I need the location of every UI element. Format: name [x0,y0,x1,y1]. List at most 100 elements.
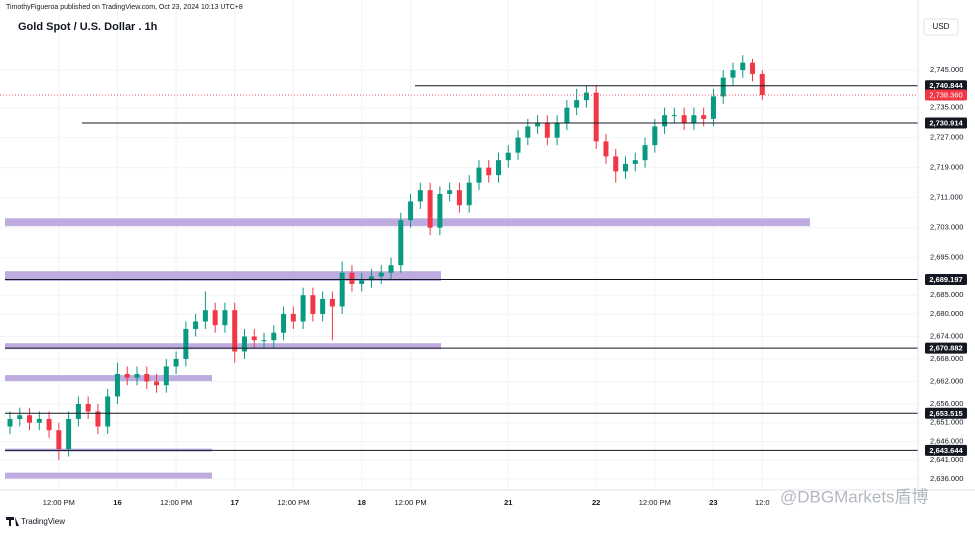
candle-body [95,411,101,427]
candle-body [525,126,531,138]
y-tick-label: 2,727.000 [930,133,963,142]
candle-body [466,182,472,206]
candle-body [163,366,169,386]
y-tick-label: 2,636.000 [930,474,963,483]
candle-body [662,115,668,127]
currency-box [923,18,959,36]
currency: USD [933,22,950,31]
y-tick-label: 2,662.000 [930,376,963,385]
candle-body [85,403,91,412]
watermark: @DBGMarkets盾博 [780,487,929,506]
candle-body [398,220,404,266]
candle-body [642,145,648,161]
candle-body [456,190,462,206]
candle-body [701,115,707,119]
y-tick-label: 2,668.000 [930,354,963,363]
tradingview-logo [6,517,19,526]
zone [5,343,441,350]
candle-body [232,310,238,352]
last-price-label: 2,738.360 [929,91,962,100]
y-tick-label: 2,735.000 [930,103,963,112]
candle-body [212,310,218,326]
candle-body [476,167,482,183]
candle-body [554,122,560,138]
level-label: 2,653.515 [929,409,962,418]
candle-body [251,336,257,341]
x-tick-label: 12:00 PM [639,498,671,507]
candle-body [290,313,296,322]
level-label: 2,670.882 [929,344,962,353]
candle-body [681,115,687,123]
candle-body [202,310,208,322]
y-tick-label: 2,646.000 [930,436,963,445]
x-tick-label: 12:00 PM [160,498,192,507]
candle-body [154,381,160,386]
candle-body [593,92,599,142]
level-label-box [925,117,967,129]
x-tick-label: 16 [113,498,121,507]
x-tick-label: 12:00 PM [395,498,427,507]
candle-body [114,373,120,397]
y-tick-label: 2,711.000 [930,193,963,202]
x-tick-label: 18 [358,498,366,507]
candle-body [329,298,335,307]
level-label-box [925,444,967,456]
zone [5,472,212,479]
candle-body [417,190,423,202]
candle-body [75,403,81,419]
y-tick-label: 2,695.000 [930,253,963,262]
x-tick-label: 22 [592,498,600,507]
candle-body [652,126,658,146]
candle-body [603,141,609,157]
candle-body [36,418,42,423]
candle-body [388,265,394,273]
candle-body [427,190,433,228]
level-label-box [925,342,967,354]
candle-body [486,167,492,176]
level-label-box [925,273,967,285]
y-tick-label: 2,674.000 [930,331,963,340]
candle-body [378,272,384,277]
candle-body [124,373,130,378]
candle-body [359,280,365,284]
zone [5,271,441,281]
candle-body [574,100,580,108]
candle-body [7,418,13,427]
candle-body [564,107,570,123]
x-tick-label: 12:0 [755,498,770,507]
level-label-box [925,80,967,92]
x-tick-label: 12:00 PM [43,498,75,507]
candle-body [710,96,716,119]
candle-body [193,321,199,329]
x-tick-label: 23 [709,498,717,507]
candle-body [720,77,726,97]
candles [7,55,765,461]
level-label: 2,730.914 [929,118,963,127]
x-tick-label: 21 [504,498,512,507]
candle-body [144,373,150,382]
candle-body [535,122,541,127]
candle-body [173,358,179,367]
y-tick-label: 2,703.000 [930,223,963,232]
price-axis: 2,745.000 2,735.000 2,727.000 2,719.000 2,71… [925,65,967,483]
y-tick-label: 2,745.000 [930,65,963,74]
candle-body [750,62,756,74]
candle-body [66,418,72,449]
candle-body [183,328,189,359]
candle-body [320,298,326,314]
y-tick-label: 2,651.000 [930,418,963,427]
candle-body [46,418,52,431]
candle-body [740,62,746,71]
y-tick-label: 2,641.000 [930,455,963,464]
candle-body [241,336,247,352]
candle-body [730,70,736,78]
candle-body [349,272,355,284]
grid [0,0,918,490]
candle-body [759,73,765,96]
footer: TradingView [21,517,65,526]
level-label-box [925,407,967,419]
y-tick-label: 2,719.000 [930,163,963,172]
